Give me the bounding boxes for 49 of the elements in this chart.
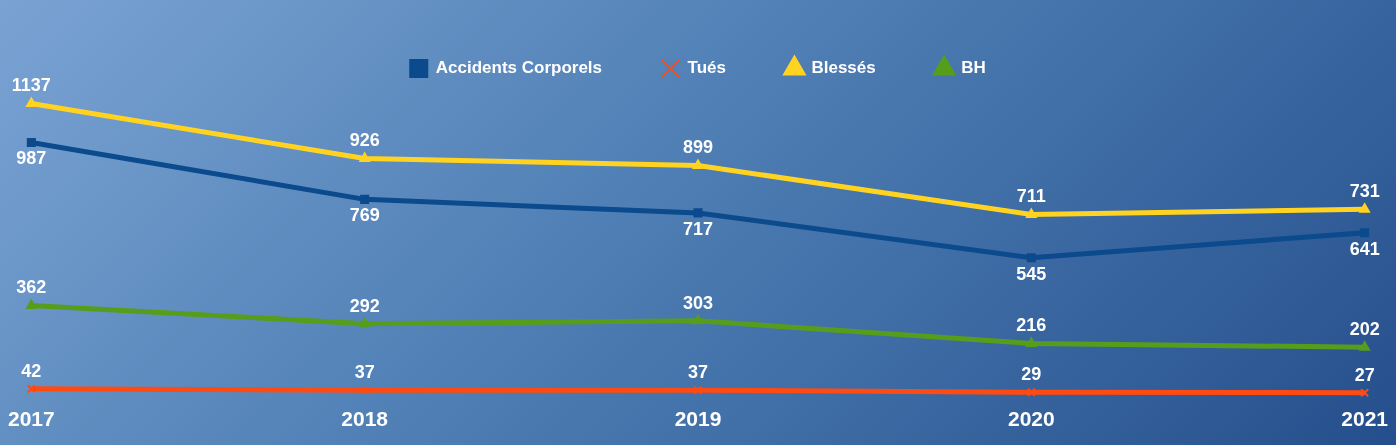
- point: [26, 384, 36, 394]
- legend-label: Blessés: [811, 58, 876, 78]
- point: [1026, 387, 1036, 397]
- data-label: 29: [1021, 364, 1042, 385]
- data-label: 731: [1349, 181, 1380, 202]
- data-label: 711: [1016, 186, 1046, 207]
- data-label: 769: [349, 205, 380, 226]
- point: [359, 152, 371, 162]
- x-tick-label: 2019: [674, 407, 722, 431]
- point: [1025, 208, 1037, 218]
- x-tick-label: 2018: [341, 407, 389, 431]
- point: [359, 317, 371, 328]
- point: [1026, 253, 1036, 263]
- point: [1359, 341, 1370, 351]
- point: [692, 159, 704, 169]
- point: [692, 314, 704, 325]
- data-label: 27: [1354, 364, 1375, 385]
- point: [360, 194, 370, 204]
- data-label: 202: [1349, 319, 1380, 340]
- x-tick-label: 2021: [1341, 407, 1389, 431]
- data-label: 216: [1016, 315, 1047, 336]
- data-label: 987: [16, 148, 47, 169]
- data-label: 545: [1016, 263, 1047, 284]
- point: [26, 137, 36, 148]
- point: [693, 385, 703, 395]
- data-label: 641: [1349, 238, 1380, 259]
- point: [26, 299, 37, 309]
- data-label: 717: [682, 218, 714, 239]
- point: [1360, 388, 1370, 398]
- point: [1360, 228, 1370, 238]
- data-label: 37: [687, 362, 709, 383]
- data-label: 303: [682, 292, 714, 313]
- data-label: 292: [349, 295, 380, 316]
- legend-label: Tués: [687, 58, 726, 78]
- data-label: 1137: [11, 75, 51, 96]
- point: [693, 208, 703, 218]
- point: [360, 385, 370, 395]
- data-label: 42: [21, 360, 42, 381]
- legend-label: BH: [961, 58, 986, 78]
- x-tick-label: 2020: [1007, 407, 1055, 431]
- data-label: 37: [354, 362, 375, 383]
- data-label: 362: [16, 277, 47, 298]
- data-label: 926: [349, 130, 380, 151]
- point: [26, 97, 37, 107]
- legend-label: Accidents Corporels: [435, 58, 603, 78]
- point: [1359, 203, 1370, 213]
- x-tick-label: 2017: [8, 407, 55, 431]
- data-label: 899: [682, 137, 714, 158]
- point: [1025, 337, 1037, 347]
